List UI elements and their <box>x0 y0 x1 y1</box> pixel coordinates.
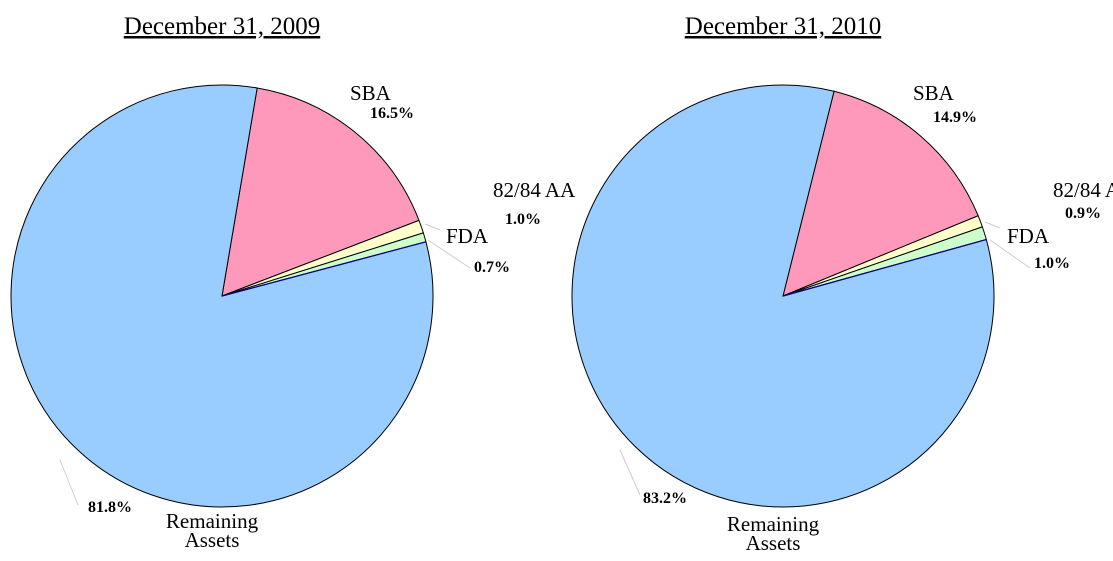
slice-label: Remaining Assets <box>166 509 259 552</box>
slice-label: 82/84 AA <box>1053 178 1113 202</box>
slice-label: Remaining Assets <box>727 512 820 555</box>
slice-label: 82/84 AA <box>493 178 576 202</box>
pie-slice <box>221 87 420 297</box>
slice-label: SBA <box>913 81 955 105</box>
leader-line <box>59 459 79 506</box>
value-label: 81.8% <box>88 499 132 516</box>
slice-edge <box>782 238 987 297</box>
slice-label: SBA <box>350 81 392 105</box>
leader-line <box>427 239 471 269</box>
pie-slice <box>782 90 979 297</box>
leader-line <box>984 221 1001 229</box>
slice-label: FDA <box>1007 224 1050 248</box>
value-label: 83.2% <box>643 490 687 507</box>
slice-edge <box>221 241 427 297</box>
value-label: 14.9% <box>933 109 977 126</box>
value-label: 0.7% <box>474 259 510 276</box>
value-label: 16.5% <box>370 105 414 122</box>
leader-line <box>989 239 1031 269</box>
pie-slice <box>10 84 434 508</box>
value-label: 0.9% <box>1065 205 1101 222</box>
leader-line <box>424 223 441 231</box>
slice-label: FDA <box>446 224 489 248</box>
chart-title: December 31, 2010 <box>685 13 881 40</box>
value-label: 1.0% <box>1034 255 1070 272</box>
pie-slice <box>571 84 995 508</box>
value-label: 1.0% <box>505 211 541 228</box>
leader-line <box>619 449 641 496</box>
chart-title: December 31, 2009 <box>124 13 320 40</box>
